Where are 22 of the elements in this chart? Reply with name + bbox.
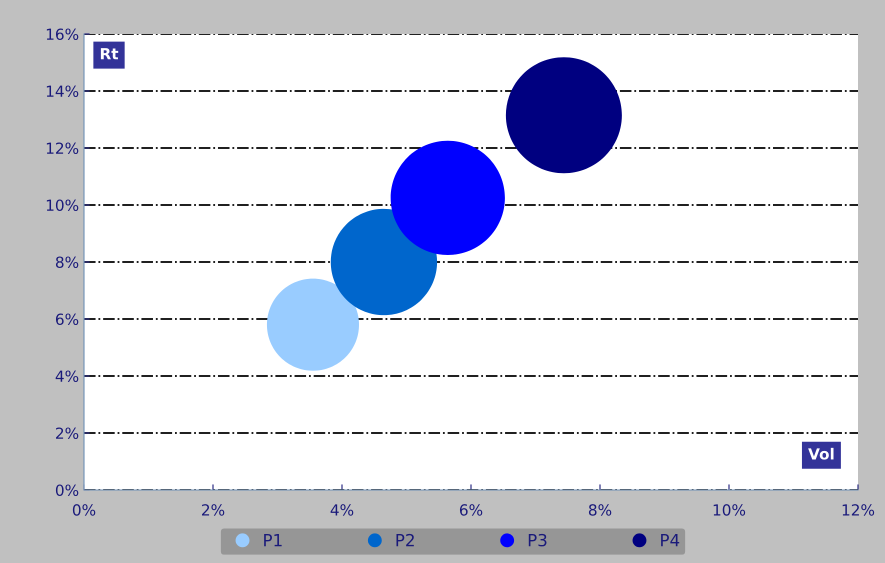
x-tick-label: 10% [714,504,746,516]
x-tick-label: 6% [460,504,482,516]
y-tick-label: 6% [56,313,78,326]
y-tick-label: 16% [46,28,78,40]
legend-label: P1 [264,534,282,546]
x-tick-label: 8% [588,504,612,516]
y-tick-label: 4% [56,370,78,382]
x-axis-title: Vol [808,448,834,460]
x-tick-label: 0% [72,504,96,516]
y-tick-label: 0% [56,484,78,496]
legend-label: P3 [528,534,546,546]
y-tick-label: 14% [46,85,78,98]
y-axis-title: Rt [100,48,118,60]
x-tick-label: 12% [842,504,874,516]
legend-label: P4 [661,534,680,546]
legend-label: P2 [396,534,414,546]
y-tick-label: 10% [46,199,78,212]
y-tick-label: 2% [56,427,78,440]
x-tick-label: 2% [202,504,224,516]
x-tick-label: 4% [330,504,354,516]
y-tick-label: 8% [56,256,78,268]
y-tick-label: 12% [46,142,78,154]
